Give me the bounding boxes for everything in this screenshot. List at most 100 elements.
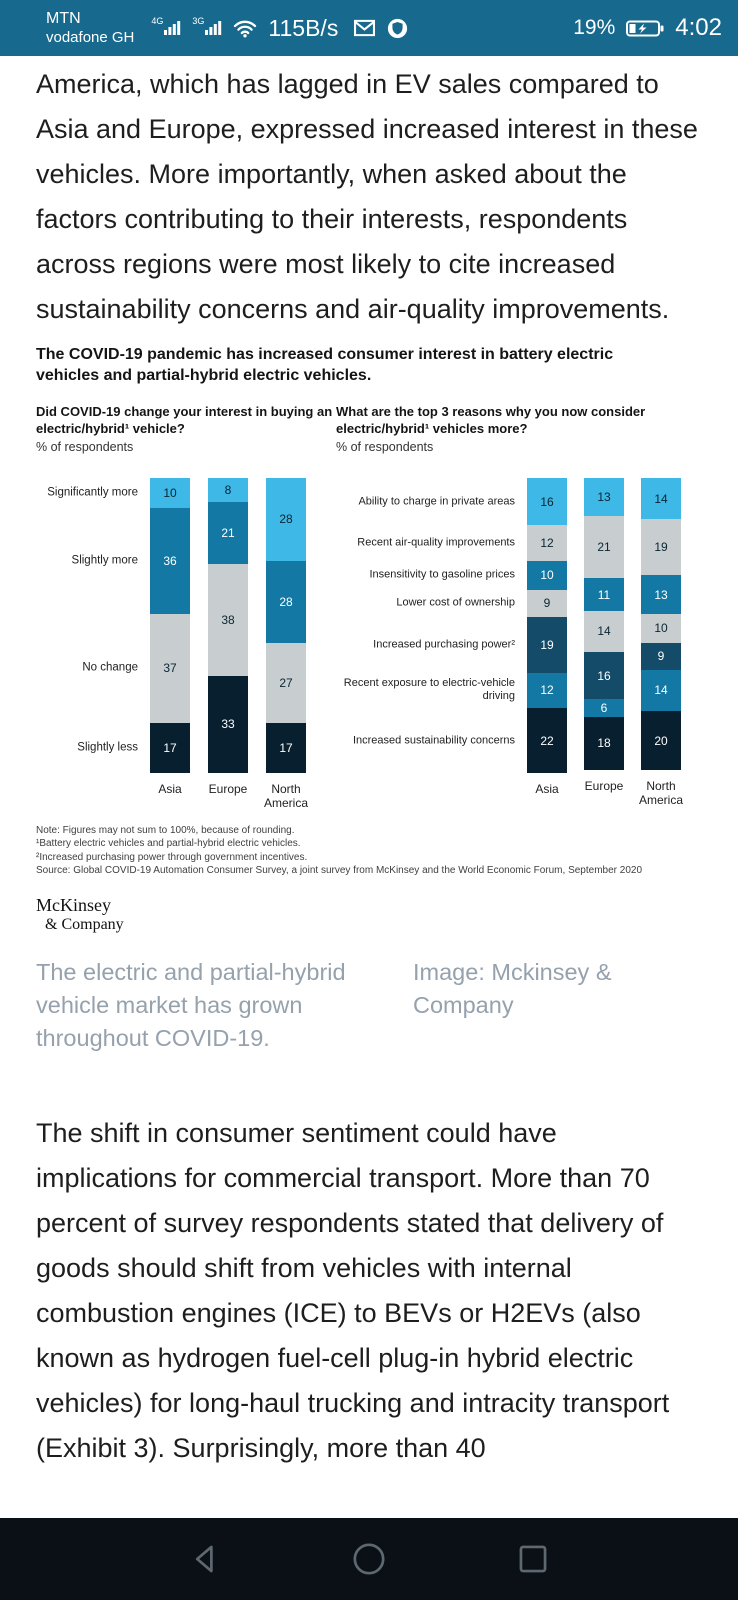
- bar-column-europe: 13 21 11 14 16 6 18 Europe: [584, 478, 624, 807]
- bar-segment: 6: [584, 699, 624, 717]
- chart-row-label: Slightly less: [77, 741, 138, 754]
- chart-row-label: No change: [82, 661, 138, 674]
- signal-indicator-sim2: 3G: [192, 16, 222, 35]
- bar-column-north-america: 14 19 13 10 9 14 20 North America: [639, 478, 683, 807]
- chart-row-label: Lower cost of ownership: [396, 596, 515, 609]
- chart-row-label: Significantly more: [47, 486, 138, 499]
- recents-button[interactable]: [516, 1542, 550, 1576]
- bar-segment: 10: [150, 478, 190, 508]
- chart-head: What are the top 3 reasons why you now c…: [336, 403, 702, 456]
- chart-row-labels: Significantly more Slightly more No change…: [36, 478, 144, 773]
- bar-segment: 16: [527, 478, 567, 526]
- bar-segment: 33: [208, 675, 248, 773]
- category-label: Asia: [535, 781, 559, 796]
- chart-body: Ability to charge in private areas Recent…: [336, 478, 702, 807]
- caption-text: The electric and partial-hybrid vehicle …: [36, 958, 346, 1051]
- chart-footnotes: Note: Figures may not sum to 100%, becau…: [36, 824, 702, 878]
- chart-row-label: Increased purchasing power²: [373, 638, 515, 651]
- footnote-2: ²Increased purchasing power through gove…: [36, 851, 308, 863]
- article-paragraph: The shift in consumer sentiment could ha…: [36, 1117, 670, 1463]
- bar-segment: 14: [641, 478, 681, 520]
- wifi-icon: [234, 20, 257, 37]
- bar-segment: 28: [266, 560, 306, 644]
- bar-column-asia: 10 36 37 17 Asia: [150, 478, 190, 810]
- gmail-icon: [354, 19, 376, 37]
- bar-segment: 14: [641, 669, 681, 712]
- bar-segment: 36: [150, 507, 190, 614]
- carrier-name-line2: vodafone GH: [46, 28, 135, 46]
- chart-row-label: Slightly more: [71, 554, 138, 567]
- bar-segment: 12: [527, 672, 567, 709]
- signal-bars-icon: [164, 21, 181, 35]
- clock: 4:02: [675, 14, 722, 41]
- article-content: America, which has lagged in EV sales co…: [0, 56, 738, 1518]
- chart-row-label: Increased sustainability concerns: [352, 734, 515, 747]
- bar-segment: 14: [584, 610, 624, 653]
- chart-covid-interest: Did COVID-19 change your interest in buy…: [36, 403, 336, 810]
- chart-question: Did COVID-19 change your interest in buy…: [36, 404, 333, 436]
- bar-segment: 20: [641, 711, 681, 771]
- bar-column-europe: 8 21 38 33 Europe: [208, 478, 248, 810]
- chart-row-label: Recent air-quality improvements: [357, 536, 515, 549]
- chart-unit-label: % of respondents: [336, 440, 434, 454]
- caption-credit: Image: Mckinsey & Company: [413, 958, 612, 1018]
- chart-bars: 10 36 37 17 Asia 8 21 38 33 Europe 28 28 27 17 North A…: [150, 478, 308, 810]
- bar-segment: 8: [208, 478, 248, 502]
- chart-top-reasons: What are the top 3 reasons why you now c…: [336, 403, 702, 810]
- bar-segment: 17: [150, 722, 190, 773]
- category-label: Asia: [158, 781, 182, 796]
- bar-segment: 13: [584, 478, 624, 517]
- network-type-label: 4G: [151, 16, 164, 26]
- back-button[interactable]: [188, 1542, 222, 1576]
- article-paragraph: America, which has lagged in EV sales co…: [36, 69, 698, 324]
- signal-bars-icon: [205, 21, 222, 35]
- chart-question: What are the top 3 reasons why you now c…: [336, 404, 646, 436]
- chart-unit-label: % of respondents: [36, 440, 134, 454]
- bar-segment: 19: [641, 519, 681, 576]
- mckinsey-logo: McKinsey & Company: [36, 894, 702, 934]
- bar-segment: 12: [527, 525, 567, 561]
- footnote-1: ¹Battery electric vehicles and partial-h…: [36, 838, 301, 850]
- chart-row-labels: Ability to charge in private areas Recent…: [336, 478, 521, 773]
- category-label: North America: [638, 779, 683, 808]
- category-label: Europe: [208, 781, 248, 796]
- mckinsey-logo-line2: & Company: [45, 915, 124, 933]
- category-label: Europe: [584, 778, 624, 793]
- network-type-label: 3G: [192, 16, 205, 26]
- bar-segment: 28: [266, 478, 306, 561]
- bar-segment: 17: [266, 722, 306, 773]
- battery-icon: [626, 20, 664, 36]
- bar-segment: 19: [527, 616, 567, 673]
- battery-percent: 19%: [573, 16, 616, 39]
- chart-bars: 16 12 10 9 19 12 22 Asia 13 21 11 14 16 6 18 Europe 14 19…: [527, 478, 683, 807]
- bar-segment: 22: [527, 708, 567, 773]
- chart-body: Significantly more Slightly more No change…: [36, 478, 336, 810]
- chart-head: Did COVID-19 change your interest in buy…: [36, 403, 336, 456]
- android-nav-bar: [0, 1518, 738, 1600]
- bar-segment: 13: [641, 575, 681, 614]
- bar-column-north-america: 28 28 27 17 North America: [264, 478, 308, 810]
- bar-segment: 21: [584, 516, 624, 579]
- exhibit-image: The COVID-19 pandemic has increased cons…: [0, 344, 738, 934]
- bar-segment: 9: [641, 643, 681, 670]
- mckinsey-logo-line1: McKinsey: [36, 894, 111, 915]
- bar-segment: 11: [584, 578, 624, 611]
- status-bar: MTN vodafone GH 4G 3G 115B/s: [0, 0, 738, 56]
- bar-segment: 21: [208, 501, 248, 564]
- chart-row-label: Recent exposure to electric-vehicle driv…: [343, 677, 515, 703]
- image-caption: The electric and partial-hybrid vehicle …: [0, 956, 738, 1055]
- footnote-source: Source: Global COVID-19 Automation Consu…: [36, 865, 643, 877]
- exhibit-title: The COVID-19 pandemic has increased cons…: [36, 346, 614, 384]
- bar-segment: 10: [527, 560, 567, 591]
- footnote-note: Note: Figures may not sum to 100%, becau…: [36, 824, 295, 836]
- chart-row-label: Ability to charge in private areas: [358, 495, 515, 508]
- shield-icon: [388, 18, 408, 38]
- bar-segment: 37: [150, 613, 190, 723]
- carrier-name-line1: MTN: [46, 10, 81, 28]
- bar-segment: 16: [584, 652, 624, 700]
- bar-segment: 10: [641, 613, 681, 644]
- home-button[interactable]: [352, 1542, 386, 1576]
- bar-segment: 27: [266, 643, 306, 723]
- bar-column-asia: 16 12 10 9 19 12 22 Asia: [527, 478, 567, 807]
